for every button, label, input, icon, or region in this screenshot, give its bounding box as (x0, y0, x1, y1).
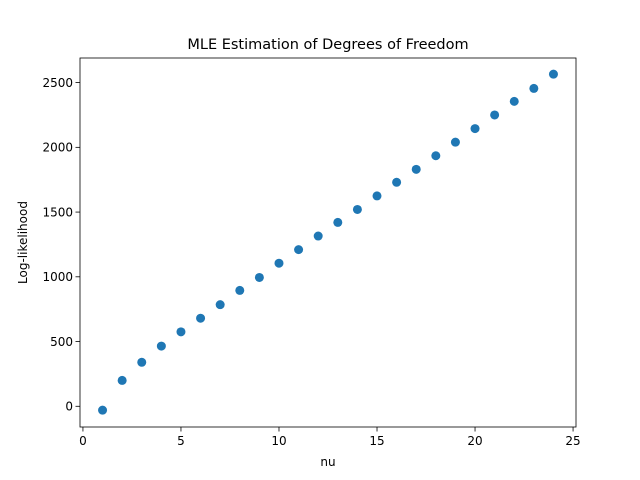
axes-frame (79, 57, 577, 428)
data-point (548, 69, 558, 79)
x-tick-label: 10 (271, 434, 286, 448)
data-point (470, 124, 480, 134)
data-point (254, 272, 264, 282)
data-point (274, 258, 284, 268)
data-points (98, 69, 558, 415)
x-tick-label: 25 (565, 434, 580, 448)
y-tick-label: 2500 (42, 76, 73, 90)
data-point (176, 327, 186, 337)
data-point (294, 245, 304, 255)
x-tick-label: 0 (79, 434, 87, 448)
data-point (352, 204, 362, 214)
x-tick-label: 20 (467, 434, 482, 448)
chart-title: MLE Estimation of Degrees of Freedom (187, 37, 468, 53)
data-point (156, 341, 166, 351)
data-point (313, 231, 323, 241)
data-point (490, 110, 500, 120)
y-axis-label: Log-likelihood (16, 201, 30, 284)
data-point (372, 191, 382, 201)
data-point (196, 313, 206, 323)
data-point (333, 217, 343, 227)
data-point (509, 96, 519, 106)
y-tick-label: 1500 (42, 205, 73, 219)
data-point (117, 375, 127, 385)
x-tick-label: 15 (369, 434, 384, 448)
y-tick-label: 500 (50, 335, 73, 349)
data-point (529, 83, 539, 93)
y-axis-ticks: 0 500 1000 1500 2000 2500 (42, 76, 80, 414)
y-tick-label: 1000 (42, 270, 73, 284)
x-axis-ticks: 0 5 10 15 20 25 (79, 427, 581, 448)
y-tick-label: 2000 (42, 141, 73, 155)
data-point (450, 137, 460, 147)
data-point (235, 285, 245, 295)
data-point (98, 405, 108, 415)
y-tick-label: 0 (65, 400, 73, 414)
data-point (431, 151, 441, 161)
data-point (215, 300, 225, 310)
data-point (411, 164, 421, 174)
x-axis-label: nu (320, 455, 335, 469)
data-point (137, 357, 147, 367)
data-point (392, 177, 402, 187)
x-tick-label: 5 (177, 434, 185, 448)
